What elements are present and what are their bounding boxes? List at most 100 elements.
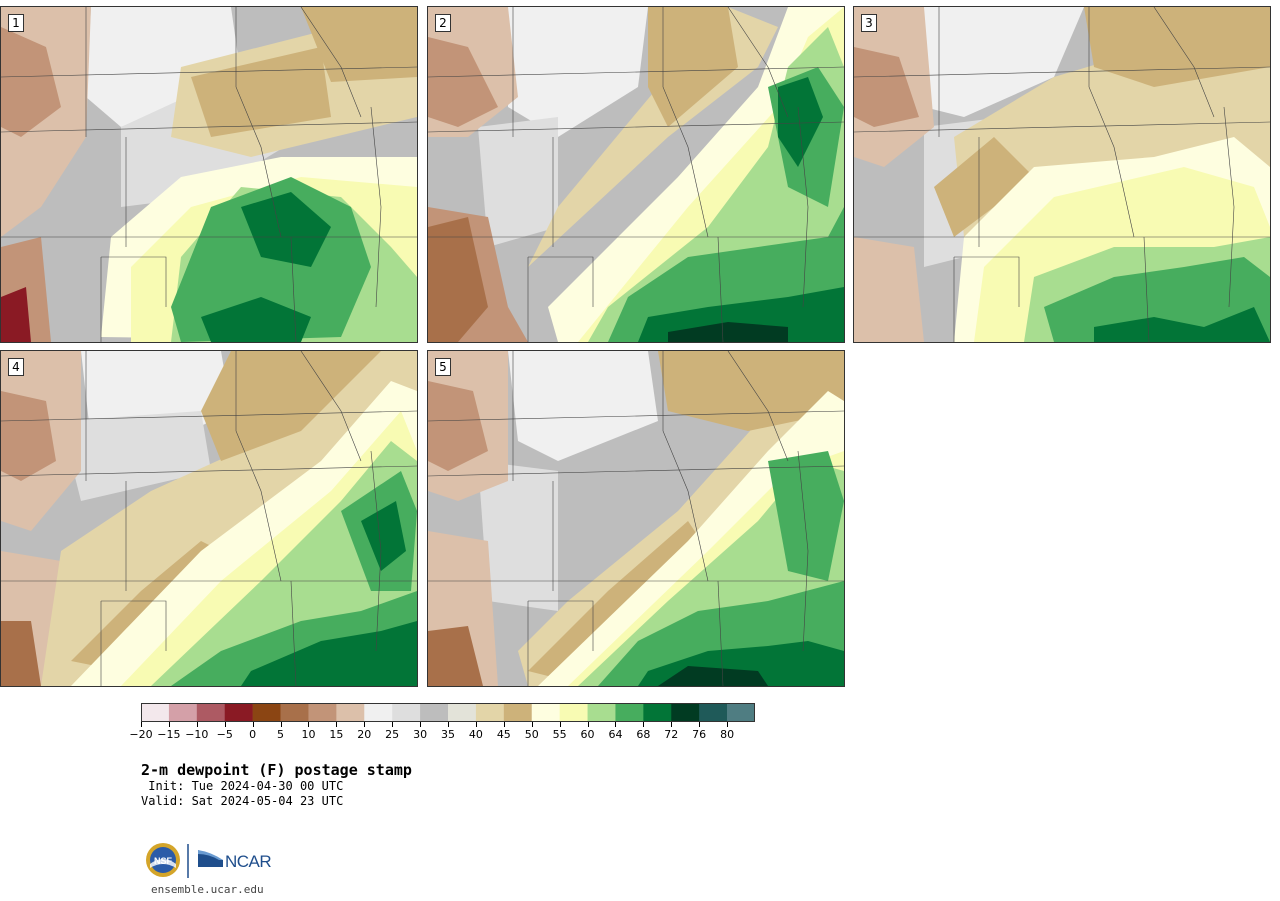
state-border [428, 465, 844, 477]
colorbar-swatch [168, 703, 198, 722]
colorbar-swatch [308, 703, 337, 722]
dewpoint-map-4 [1, 351, 417, 686]
dewpoint-region [1094, 307, 1270, 342]
dewpoint-region [428, 626, 483, 686]
panel-label: 1 [8, 14, 24, 32]
colorbar-tick-label: 40 [468, 728, 483, 741]
state-border [528, 600, 594, 651]
state-border [428, 410, 844, 422]
site-url: ensemble.ucar.edu [151, 883, 264, 896]
dewpoint-region [301, 7, 417, 82]
colorbar-tick-label: 15 [329, 728, 344, 741]
colorbar-swatch [531, 703, 560, 722]
colorbar-swatch [615, 703, 644, 722]
dewpoint-region [508, 7, 648, 137]
state-border [1, 66, 417, 78]
dewpoint-region [528, 521, 708, 681]
colorbar-ticks: −20 −15 −10 −5 0 5 10 15 20 25 30 35 40 45 50 55 60 64 68 7… [129, 722, 791, 742]
dewpoint-region [1084, 7, 1270, 87]
colorbar-tick-label: 80 [720, 728, 735, 741]
dewpoint-region [658, 351, 844, 431]
dewpoint-region [1, 287, 31, 342]
colorbar-swatch [364, 703, 393, 722]
colorbar-tick-label: 25 [385, 728, 400, 741]
map-panel-2: 2 [427, 6, 845, 343]
state-border [428, 121, 844, 133]
dewpoint-region [668, 322, 788, 342]
state-border [300, 351, 362, 462]
state-border [662, 7, 709, 238]
colorbar-tick-mark [196, 722, 198, 727]
colorbar-tick-mark [168, 722, 170, 727]
colorbar-tick-label: 68 [636, 728, 651, 741]
state-border [101, 600, 167, 651]
state-border [854, 66, 1270, 78]
colorbar-tick-label: −10 [185, 728, 209, 741]
colorbar-tick-mark [559, 722, 561, 727]
colorbar-tick-mark [141, 722, 142, 727]
colorbar-swatch [280, 703, 309, 722]
colorbar-swatch [559, 703, 588, 722]
dewpoint-region [241, 192, 331, 267]
colorbar-tick-mark [475, 722, 477, 727]
colorbar-tick-mark [392, 722, 394, 727]
nsf-ncar-logo: NSF [146, 843, 223, 878]
dewpoint-region [61, 411, 211, 501]
init-time: Init: Tue 2024-04-30 00 UTC [141, 779, 344, 793]
state-border [717, 580, 724, 686]
dewpoint-region [658, 666, 768, 686]
dewpoint-region [914, 7, 1084, 117]
colorbar-tick-mark [280, 722, 282, 727]
colorbar-swatch [643, 703, 672, 722]
colorbar-tick-label: 55 [552, 728, 567, 741]
map-panel-5: 5 [427, 350, 845, 687]
colorbar-tick-mark [224, 722, 226, 727]
dewpoint-region [934, 137, 1034, 237]
state-border [1, 465, 417, 477]
colorbar-tick-label: 76 [692, 728, 707, 741]
colorbar-tick-label: 30 [413, 728, 428, 741]
dewpoint-region [428, 381, 488, 471]
colorbar-tick-mark [615, 722, 617, 727]
state-border [370, 450, 382, 652]
dewpoint-region [638, 287, 844, 342]
dewpoint-region [201, 297, 311, 342]
state-border [1, 121, 417, 133]
dewpoint-region [1, 391, 56, 481]
colorbar-swatch [252, 703, 281, 722]
colorbar-tick-label: 20 [357, 728, 372, 741]
colorbar-swatch [392, 703, 421, 722]
colorbar-swatch [336, 703, 365, 722]
colorbar-swatch [671, 703, 700, 722]
state-border [101, 256, 167, 307]
colorbar-swatch [699, 703, 728, 722]
ncar-logo-icon [198, 850, 223, 867]
colorbar-tick-mark [336, 722, 338, 727]
dewpoint-map-3 [854, 7, 1270, 342]
map-panel-3: 3 [853, 6, 1271, 343]
colorbar-tick-label: 64 [608, 728, 623, 741]
panel-label: 4 [8, 358, 24, 376]
valid-time: Valid: Sat 2024-05-04 23 UTC [141, 794, 344, 808]
dewpoint-region [508, 351, 658, 461]
dewpoint-region [1044, 257, 1270, 342]
dewpoint-region [478, 461, 558, 611]
colorbar-tick-label: 0 [249, 728, 257, 741]
colorbar-tick-label: 35 [441, 728, 455, 741]
dewpoint-region [201, 351, 381, 461]
state-border [717, 236, 724, 342]
dewpoint-region [86, 7, 241, 127]
colorbar-tick-mark [643, 722, 645, 727]
dewpoint-region [1, 27, 61, 137]
dewpoint-region [428, 37, 498, 127]
state-border [300, 7, 362, 118]
state-border [727, 351, 789, 462]
colorbar-tick-label: 5 [277, 728, 285, 741]
dewpoint-region [361, 501, 406, 571]
colorbar-tick-label: −20 [129, 728, 153, 741]
colorbar-tick-mark [671, 722, 673, 727]
state-border [290, 236, 297, 342]
dewpoint-map-1 [1, 7, 417, 342]
state-border [290, 580, 297, 686]
dewpoint-region [778, 77, 823, 167]
